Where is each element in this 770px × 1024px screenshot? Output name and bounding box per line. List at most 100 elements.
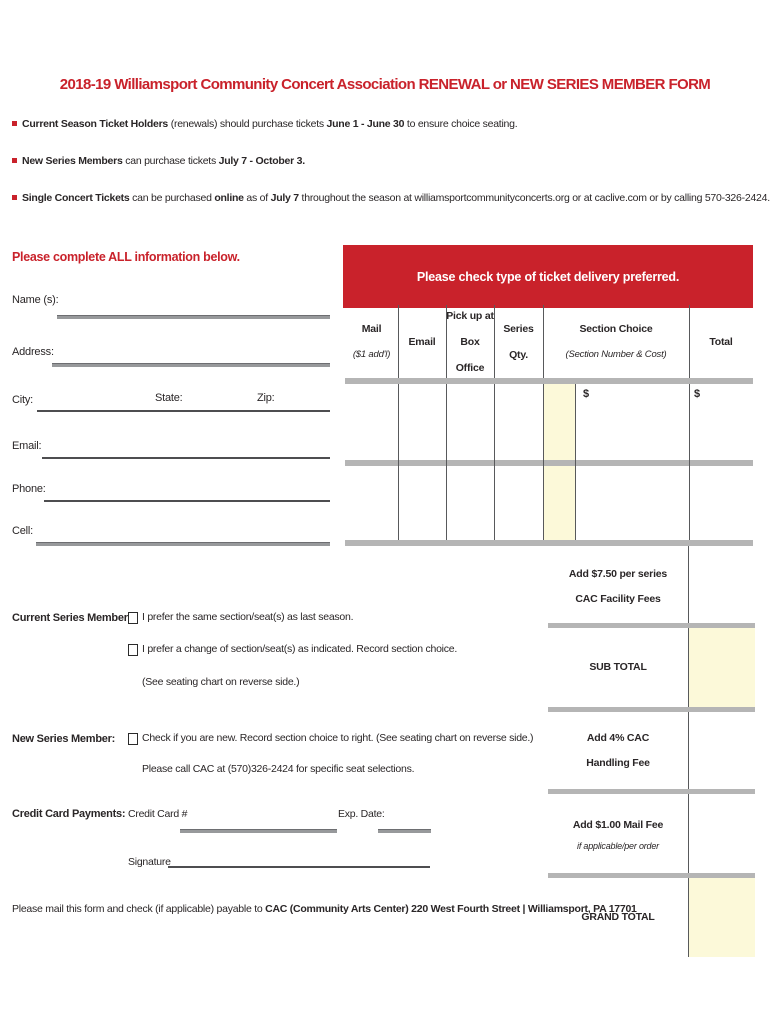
credit-card-label: Credit Card Payments:	[12, 808, 126, 820]
state-label: State:	[155, 392, 183, 404]
grand-total-label: GRAND TOTAL	[548, 878, 688, 957]
bullet-icon	[12, 121, 17, 127]
subtotal-label: SUB TOTAL	[548, 628, 688, 707]
new-member-note: Please call CAC at (570)326-2424 for spe…	[142, 763, 415, 775]
mail-fee-note: if applicable/per order	[577, 841, 659, 851]
cell-section-choice-row1[interactable]	[575, 384, 689, 460]
bullet-text: online	[214, 192, 244, 204]
bullet-text: New Series Members	[22, 155, 123, 167]
table-divider	[446, 305, 447, 378]
delivery-banner: Please check type of ticket delivery pre…	[343, 245, 753, 308]
bullet-text: July 7	[270, 192, 300, 204]
col-header-text: Section Choice	[579, 322, 653, 335]
cell-pickup-row1[interactable]	[446, 384, 494, 460]
col-header-mail: Mail ($1 add'l)	[345, 305, 398, 378]
table-divider	[689, 305, 690, 378]
subtotal-entry-cell[interactable]	[689, 628, 755, 707]
new-member-text: Check if you are new. Record section cho…	[142, 732, 534, 744]
page-title: 2018-19 Williamsport Community Concert A…	[59, 76, 711, 93]
card-number-input-line[interactable]	[180, 829, 337, 833]
cell-email-row1[interactable]	[398, 384, 446, 460]
signature-label: Signature	[128, 856, 171, 868]
bullet-text: (renewals) should purchase tickets	[168, 118, 327, 130]
facility-fee-text: CAC Facility Fees	[575, 593, 661, 605]
signature-input-line[interactable]	[168, 866, 430, 868]
table-divider	[398, 305, 399, 378]
exp-date-input-line[interactable]	[378, 829, 431, 833]
address-label: Address:	[12, 346, 54, 358]
bullet-text: as of	[243, 192, 271, 204]
bullet-text: Single Concert Tickets	[22, 192, 130, 204]
city-state-zip-input-line[interactable]	[37, 410, 330, 412]
col-header-text: Qty.	[509, 348, 528, 361]
bullet-text: Current Season Ticket Holders	[22, 118, 169, 130]
delivery-banner-text: Please check type of ticket delivery pre…	[416, 269, 680, 284]
bullet-text: can be purchased	[129, 192, 215, 204]
bullet-text: throughout the season at williamsportcom…	[298, 192, 770, 204]
complete-info-note: Please complete ALL information below.	[12, 250, 240, 264]
cell-mail-row1[interactable]	[345, 384, 398, 460]
summary-rule	[548, 873, 755, 878]
new-member-label: New Series Member:	[12, 733, 116, 745]
summary-rule	[548, 707, 755, 712]
handling-fee-text: Handling Fee	[586, 756, 650, 769]
table-rule	[345, 378, 753, 384]
email-label: Email:	[12, 440, 42, 452]
name-label: Name (s):	[12, 294, 59, 306]
current-change-seat-checkbox[interactable]	[128, 644, 138, 656]
new-member-checkbox[interactable]	[128, 733, 138, 745]
summary-rule	[548, 623, 755, 628]
table-divider	[543, 305, 544, 378]
handling-fee-text: Add 4% CAC	[586, 731, 650, 744]
col-header-text: Series	[503, 322, 534, 335]
col-header-text: Box Office	[455, 335, 485, 374]
col-header-series-qty: Series Qty.	[494, 305, 543, 378]
summary-divider	[688, 546, 689, 957]
card-number-label: Credit Card #	[128, 808, 188, 820]
mailing-instruction-text: Please mail this form and check (if appl…	[12, 903, 266, 915]
facility-fee-text: Add $7.50 per series	[568, 568, 668, 580]
facility-fee-label: Add $7.50 per series CAC Facility Fees	[548, 552, 688, 622]
col-header-text: Mail	[361, 322, 382, 335]
grand-total-text: GRAND TOTAL	[581, 911, 655, 923]
table-rule	[345, 460, 753, 466]
col-header-pickup: Pick up at Box Office	[446, 305, 494, 378]
mailing-address-text: CAC (Community Arts Center) 220 West Fou…	[265, 903, 637, 915]
current-same-seat-text: I prefer the same section/seat(s) as las…	[142, 611, 354, 623]
cell-label: Cell:	[12, 525, 34, 537]
bullet-icon	[12, 195, 17, 201]
section-dollar-sign: $	[583, 388, 590, 400]
name-input-line[interactable]	[57, 315, 330, 319]
current-change-seat-text: I prefer a change of section/seat(s) as …	[142, 643, 458, 655]
cell-mail-row2[interactable]	[345, 466, 398, 540]
grand-total-entry-cell[interactable]	[689, 878, 755, 957]
handling-fee-label: Add 4% CAC Handling Fee	[548, 712, 688, 789]
table-rule	[345, 540, 753, 546]
bullet-text: June 1 - June 30	[326, 118, 405, 130]
table-divider	[689, 384, 690, 540]
cell-input-line[interactable]	[36, 542, 330, 546]
cell-pickup-row2[interactable]	[446, 466, 494, 540]
mail-fee-label: Add $1.00 Mail Fee if applicable/per ord…	[548, 794, 688, 873]
bullet-text: July 7 - October 3.	[218, 155, 306, 167]
table-divider	[446, 384, 447, 540]
current-member-label: Current Series Member:	[12, 612, 132, 624]
total-dollar-sign: $	[694, 388, 701, 400]
city-label: City:	[12, 394, 34, 406]
col-header-text: Total	[709, 335, 733, 348]
email-input-line[interactable]	[42, 457, 330, 459]
cell-total-row2[interactable]	[689, 466, 753, 540]
table-divider	[543, 384, 544, 540]
col-header-text: Pick up at	[446, 309, 494, 322]
address-input-line[interactable]	[52, 363, 330, 367]
cell-section-choice-row2[interactable]	[575, 466, 689, 540]
current-same-seat-checkbox[interactable]	[128, 612, 138, 624]
zip-label: Zip:	[257, 392, 275, 404]
table-divider	[494, 384, 495, 540]
col-header-subtext: ($1 add'l)	[352, 348, 391, 360]
bullet-text: to ensure choice seating.	[404, 118, 518, 130]
current-member-note: (See seating chart on reverse side.)	[142, 676, 300, 688]
cell-email-row2[interactable]	[398, 466, 446, 540]
phone-input-line[interactable]	[44, 500, 330, 502]
